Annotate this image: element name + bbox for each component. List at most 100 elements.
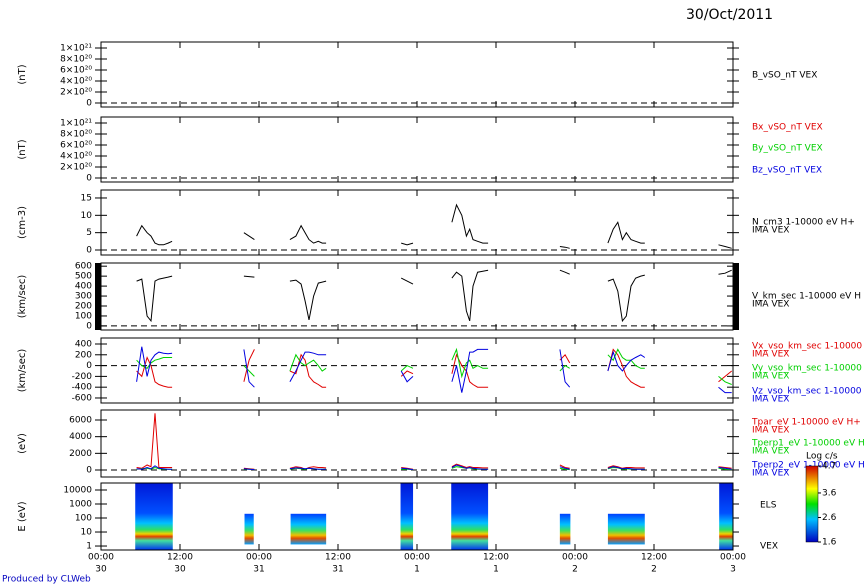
x-tick-day: 30 — [174, 565, 186, 575]
y-axis-label: (km/sec) — [17, 349, 28, 393]
spectrum-block — [290, 513, 327, 545]
y-tick-label: 1×10²¹ — [60, 118, 92, 128]
y-tick-label: 600 — [75, 262, 92, 272]
series-line — [136, 464, 732, 471]
x-tick-label: 00:00 — [246, 553, 272, 563]
legend-label: Tpar_eV 1-10000 eV H+ — [751, 418, 861, 428]
spectrum-block — [607, 513, 645, 545]
panel-frame — [100, 337, 734, 404]
y-axis-label: (cm-3) — [17, 206, 28, 239]
panel-frame — [100, 116, 734, 183]
spectrum-block — [451, 483, 489, 550]
x-tick-label: 00:00 — [562, 553, 588, 563]
y-tick-label: 15 — [81, 193, 92, 203]
y-tick-label: 10 — [81, 528, 93, 538]
y-tick-label: 6000 — [69, 416, 92, 426]
legend-label: By_vSO_nT VEX — [752, 144, 823, 154]
series-line — [136, 269, 732, 323]
y-tick-label: 0 — [86, 173, 92, 183]
legend-label: B_vSO_nT VEX — [752, 71, 817, 81]
legend-label: Vx_vso_km_sec 1-10000 — [752, 342, 862, 352]
y-tick-label: 0 — [86, 98, 92, 108]
y-tick-label: 500 — [75, 272, 92, 282]
y-axis-label: E (eV) — [17, 501, 28, 531]
y-tick-label: 4×10²⁰ — [60, 76, 92, 86]
y-tick-label: 0 — [86, 466, 92, 476]
y-tick-label: -200 — [72, 372, 93, 382]
legend-label: Bz_vSO_nT VEX — [752, 166, 822, 176]
series-line — [136, 413, 732, 470]
x-tick-day: 1 — [414, 565, 420, 575]
y-tick-label: 2×10²⁰ — [60, 162, 92, 172]
y-tick-label: 2×10²⁰ — [60, 87, 92, 97]
panel-frame — [100, 482, 734, 551]
series-line — [136, 346, 732, 394]
y-tick-label: 400 — [75, 282, 92, 292]
legend-sublabel: IMA VEX — [752, 395, 789, 405]
colorbar-tick-label: 1.6 — [822, 538, 837, 548]
colorbar-title: Log c/s — [806, 452, 838, 462]
panel-frame — [100, 409, 734, 478]
y-tick-label: -600 — [72, 393, 93, 403]
date: 30/Oct/2011 — [686, 7, 773, 23]
x-tick-label: 12:00 — [325, 553, 351, 563]
y-tick-label: 100 — [75, 514, 92, 524]
x-tick-label: 00:00 — [88, 553, 114, 563]
y-tick-label: 400 — [75, 339, 92, 349]
y-tick-label: 8×10²⁰ — [60, 129, 92, 139]
legend-sublabel: IMA VEX — [752, 426, 789, 436]
x-tick-day: 3 — [730, 565, 736, 575]
series-line — [136, 203, 732, 249]
y-axis-label: (nT) — [17, 139, 28, 159]
legend-sublabel: IMA VEX — [752, 447, 789, 457]
spectrum-block — [559, 513, 571, 545]
y-tick-label: -400 — [72, 383, 93, 393]
legend-sublabel: IMA VEX — [752, 469, 789, 479]
x-tick-label: 12:00 — [483, 553, 509, 563]
y-tick-label: 200 — [75, 350, 92, 360]
colorbar — [805, 465, 819, 543]
x-tick-label: 00:00 — [404, 553, 430, 563]
panel-frame — [100, 41, 734, 108]
x-tick-day: 2 — [651, 565, 657, 575]
y-tick-label: 6×10²⁰ — [60, 140, 92, 150]
y-axis-label: (eV) — [17, 433, 28, 454]
x-tick-day: 31 — [332, 565, 343, 575]
spectrum-block — [244, 513, 254, 545]
legend-sublabel: IMA VEX — [752, 226, 789, 236]
y-tick-label: 200 — [75, 302, 92, 312]
x-tick-label: 00:00 — [720, 553, 746, 563]
x-tick-day: 1 — [493, 565, 499, 575]
y-tick-label: 8×10²⁰ — [60, 54, 92, 64]
y-tick-label: 6×10²⁰ — [60, 65, 92, 75]
legend-label: Tperp2_eV 1-10000 eV H+ — [751, 461, 864, 471]
panel-label: ELS — [760, 501, 777, 511]
legend-label: Tperp1_eV 1-10000 eV H+ — [751, 439, 864, 449]
y-tick-label: 10000 — [63, 485, 92, 495]
legend-label: Bx_vSO_nT VEX — [752, 123, 823, 133]
y-axis-label: (km/sec) — [17, 275, 28, 319]
panel-frame — [100, 189, 734, 256]
series-line — [136, 347, 732, 385]
y-tick-label: 0 — [86, 246, 92, 256]
legend-label: V_km_sec 1-10000 eV H — [752, 292, 861, 302]
legend-sublabel: IMA VEX — [752, 300, 789, 310]
spectrum-block — [135, 483, 173, 550]
y-tick-label: 1 — [86, 542, 92, 552]
colorbar-tick-label: 4.7 — [822, 462, 836, 472]
legend-sublabel: IMA VEX — [752, 350, 789, 360]
panel-frame — [100, 262, 734, 331]
x-tick-label: 12:00 — [167, 553, 193, 563]
x-tick-day: 31 — [253, 565, 264, 575]
y-axis-label: (nT) — [17, 64, 28, 84]
x-tick-day: 2 — [572, 565, 578, 575]
y-tick-label: 300 — [75, 292, 92, 302]
legend-label: Vz_vso_km_sec 1-10000 — [752, 387, 862, 397]
legend-label: N_cm3 1-10000 eV H+ — [752, 218, 855, 228]
colorbar-tick-label: 3.6 — [822, 488, 837, 498]
y-tick-label: 4000 — [69, 432, 92, 442]
spectrum-block — [719, 483, 733, 550]
panel-sublabel: VEX — [760, 542, 778, 552]
y-tick-label: 4×10²⁰ — [60, 151, 92, 161]
